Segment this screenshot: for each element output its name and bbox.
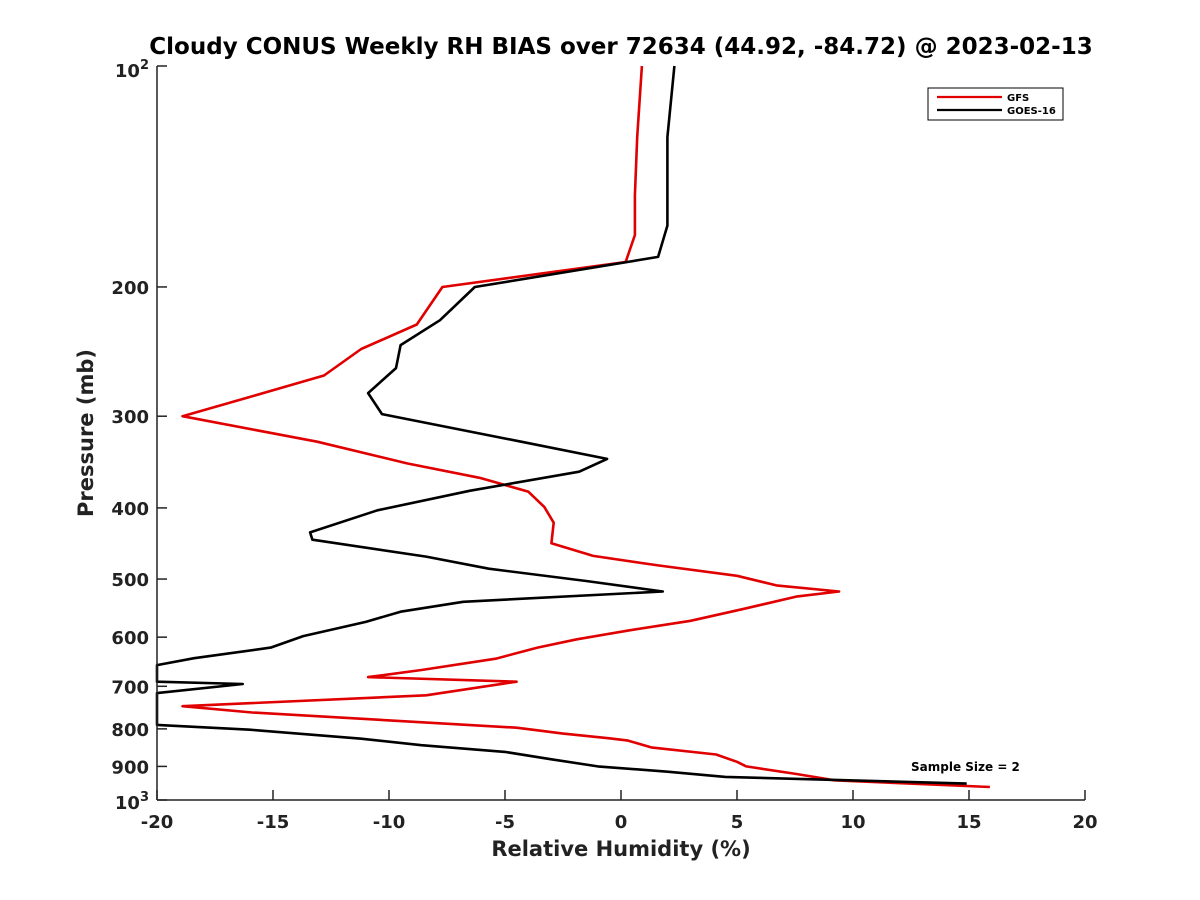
series-line-gfs: [181, 65, 990, 789]
y-axis-ticks: 200 300 400 500 600 700 800 900 102 103: [111, 58, 167, 814]
x-tick-label: -5: [495, 812, 515, 833]
y-tick-label-bottom: 103: [115, 790, 149, 814]
chart-title: Cloudy CONUS Weekly RH BIAS over 72634 (…: [149, 34, 1092, 60]
legend-label-gfs: GFS: [1007, 93, 1029, 104]
series-layer: [155, 65, 990, 789]
x-tick-label: 5: [731, 812, 744, 833]
x-tick-label: 10: [840, 812, 865, 833]
y-tick-label-top: 102: [115, 58, 149, 82]
series-line-goes-16: [155, 65, 967, 785]
y-tick-label: 200: [111, 278, 149, 299]
y-tick-label: 500: [111, 570, 149, 591]
x-tick-label: 0: [615, 812, 628, 833]
sample-size-annotation: Sample Size = 2: [911, 760, 1020, 774]
legend-label-goes16: GOES-16: [1007, 106, 1056, 117]
y-tick-label: 700: [111, 677, 149, 698]
y-tick-label: 300: [111, 407, 149, 428]
x-tick-label: -20: [141, 812, 174, 833]
y-tick-label: 800: [111, 720, 149, 741]
y-tick-label: 900: [111, 757, 149, 778]
x-tick-label: 20: [1072, 812, 1097, 833]
x-tick-label: -15: [257, 812, 290, 833]
plot-area: -20 -15 -10 -5 0 5 10 15 20 200 300 400 500 600 700 80…: [111, 58, 1097, 833]
y-tick-label: 400: [111, 499, 149, 520]
y-tick-label: 600: [111, 628, 149, 649]
legend: GFS GOES-16: [927, 87, 1064, 121]
x-tick-label: 15: [956, 812, 981, 833]
legend-box: [927, 87, 1064, 121]
x-tick-label: -10: [373, 812, 406, 833]
x-axis-label: Relative Humidity (%): [491, 837, 750, 861]
y-axis-label: Pressure (mb): [74, 349, 98, 517]
x-axis-ticks: -20 -15 -10 -5 0 5 10 15 20: [141, 790, 1098, 833]
